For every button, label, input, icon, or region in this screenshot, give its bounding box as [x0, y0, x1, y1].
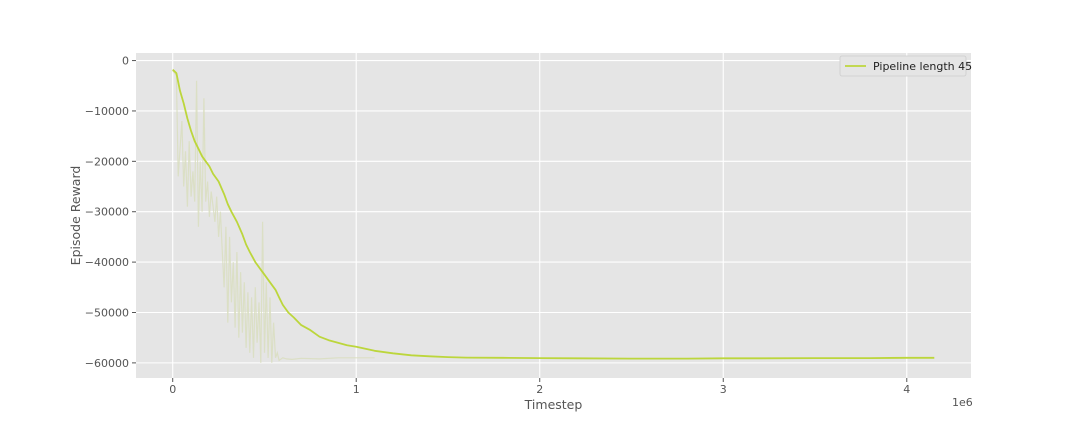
y-tick-label: 0 — [122, 55, 129, 68]
y-tick-label: −30000 — [85, 206, 129, 219]
pipeline-length-45-line — [172, 68, 935, 360]
y-tick-label: −60000 — [85, 357, 129, 370]
y-tick-label: −40000 — [85, 256, 129, 269]
legend-box — [839, 55, 967, 77]
x-tick-label: 2 — [536, 383, 543, 396]
plot-area — [136, 53, 971, 378]
smoothed-series-layer — [172, 68, 935, 360]
x-axis-offset-label: 1e6 — [952, 396, 973, 409]
x-tick-label: 0 — [169, 383, 176, 396]
x-tick-label: 3 — [720, 383, 727, 396]
y-tick-label: −50000 — [85, 306, 129, 319]
y-axis-label: Episode Reward — [68, 166, 83, 266]
raw-series-layer — [172, 70, 375, 363]
x-axis-label: Timestep — [524, 397, 583, 412]
x-tick-label: 4 — [903, 383, 910, 396]
raw-series-line — [172, 70, 375, 363]
tick-labels: 0 1 2 3 4 0 −10000 −20000 −30000 −40000 −50000 −600… — [85, 55, 910, 396]
grid — [136, 53, 971, 378]
y-tick-label: −10000 — [85, 105, 129, 118]
y-tick-label: −20000 — [85, 155, 129, 168]
x-tick-label: 1 — [353, 383, 360, 396]
legend: Pipeline length 45 — [839, 55, 972, 77]
legend-label: Pipeline length 45 — [873, 60, 972, 73]
